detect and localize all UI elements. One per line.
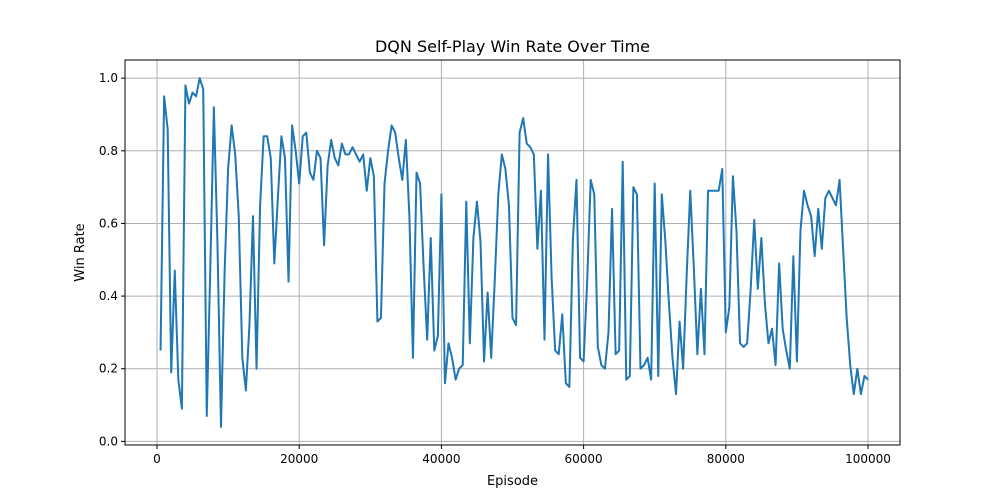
y-tick-label: 0.6 (99, 216, 118, 230)
plot-frame (124, 59, 901, 446)
x-tick-label: 0 (153, 452, 161, 466)
x-tick-label: 20000 (280, 452, 318, 466)
x-tick-label: 60000 (565, 452, 603, 466)
x-axis-label: Episode (487, 474, 538, 489)
axis-ticks: 0 20000 40000 60000 80000 100000 0.0 0.2 0.4 0.6 0… (99, 71, 891, 466)
x-tick-label: 100000 (845, 452, 891, 466)
chart-title: DQN Self-Play Win Rate Over Time (375, 37, 650, 56)
x-tick-label: 40000 (422, 452, 460, 466)
win-rate-series-line (159, 77, 869, 428)
y-tick-label: 1.0 (99, 71, 118, 85)
y-tick-label: 0.0 (99, 434, 118, 448)
grid (125, 60, 900, 445)
y-axis-label: Win Rate (73, 223, 88, 281)
y-tick-label: 0.8 (99, 144, 118, 158)
y-tick-label: 0.4 (99, 289, 118, 303)
series-layer (159, 77, 869, 428)
y-tick-label: 0.2 (99, 362, 118, 376)
x-tick-label: 80000 (707, 452, 745, 466)
